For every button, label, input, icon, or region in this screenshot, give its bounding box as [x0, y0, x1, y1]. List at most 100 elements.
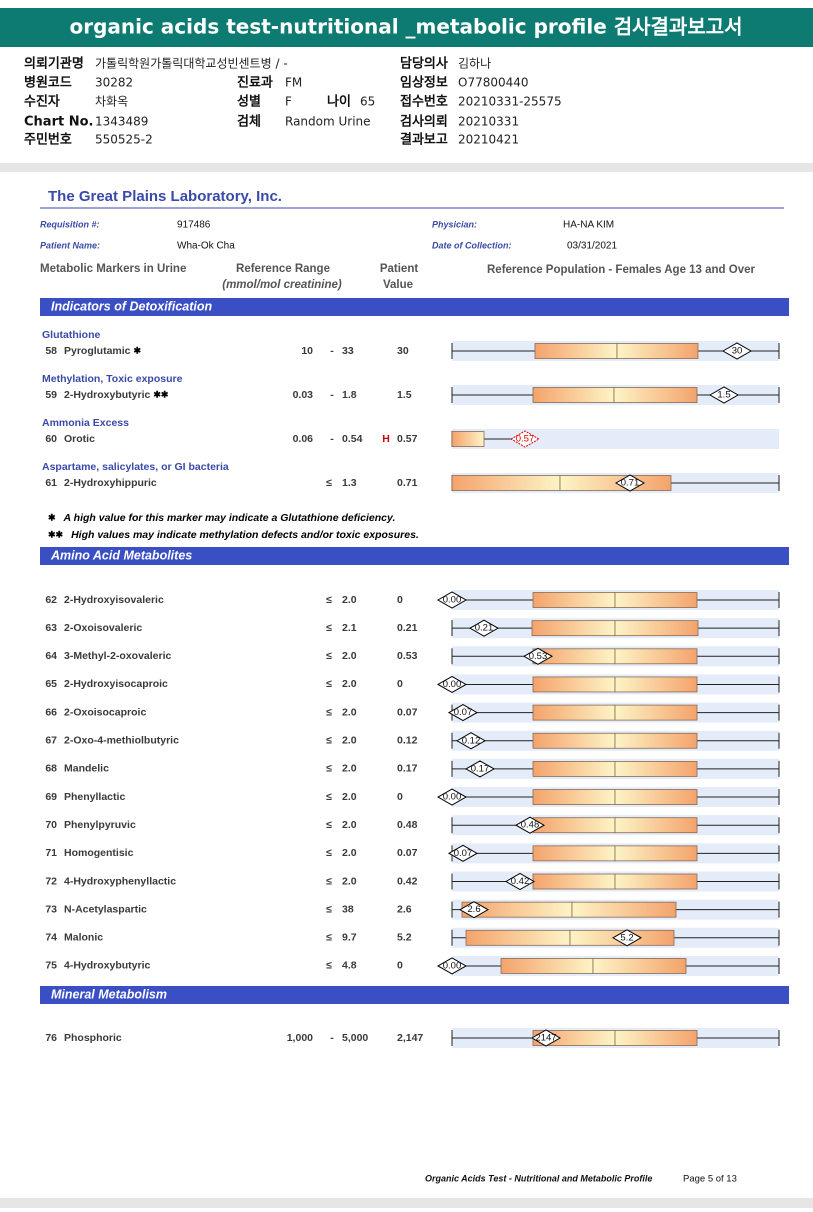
- gauge-box: [465, 929, 571, 946]
- marker-name: 4-Hydroxyphenyllactic: [64, 875, 176, 887]
- gauge-band: [452, 429, 779, 449]
- footnote-mark: ✱: [48, 512, 56, 522]
- row-number: 64: [45, 650, 57, 662]
- diamond-label: 0.00: [443, 960, 462, 971]
- patient-value: 2.6: [397, 903, 412, 915]
- diamond-label: 0.42: [511, 876, 530, 887]
- range-sep: ≤: [326, 594, 332, 606]
- range-sep: ≤: [326, 477, 332, 489]
- gauge-box: [532, 873, 616, 890]
- row-number: 75: [45, 960, 57, 972]
- group-title: Aspartame, salicylates, or GI bacteria: [42, 461, 229, 473]
- info-value: 550525-2: [95, 133, 153, 147]
- info-value: O77800440: [458, 76, 529, 90]
- range-high: 0.54: [342, 433, 363, 445]
- range-high: 1.8: [342, 389, 357, 401]
- info-value: 65: [360, 95, 375, 109]
- gauge-box: [614, 1030, 698, 1046]
- gauge-box: [532, 789, 616, 805]
- gauge-box: [614, 676, 698, 693]
- row-number: 63: [45, 622, 57, 634]
- range-low: 0.06: [293, 433, 314, 445]
- flag: H: [382, 433, 390, 445]
- info-label: Chart No.: [24, 115, 93, 130]
- field-label: Date of Collection:: [432, 240, 512, 250]
- gauge-box: [614, 592, 698, 608]
- diamond-label: 1.5: [717, 390, 730, 401]
- info-value: 1343489: [95, 115, 148, 129]
- value-diamond: [436, 788, 468, 806]
- range-high: 2.0: [342, 763, 357, 775]
- marker-name: Mandelic: [64, 763, 109, 775]
- value-diamond: [522, 647, 554, 665]
- diamond-label: 0.17: [471, 763, 490, 774]
- field-label: Physician:: [432, 219, 477, 229]
- row-number: 66: [45, 706, 57, 718]
- patient-value: 0: [397, 678, 403, 690]
- info-label: 의뢰기관명: [24, 56, 84, 72]
- info-value: 20210331-25575: [458, 95, 562, 109]
- marker-name: Homogentisic: [64, 847, 134, 859]
- row-number: 68: [45, 763, 57, 775]
- value-diamond: [530, 1029, 562, 1047]
- value-diamond: [436, 675, 468, 694]
- range-high: 2.0: [342, 678, 357, 690]
- gauge-box: [534, 343, 618, 359]
- gauge-box: [614, 789, 698, 805]
- bottom-band: [0, 1198, 813, 1208]
- info-value: 가톨릭학원가톨릭대학교성빈센트병 / -: [95, 57, 288, 71]
- value-diamond: [464, 760, 496, 778]
- marker-name: Malonic: [64, 932, 103, 944]
- info-label: 진료과: [237, 75, 273, 91]
- marker-name: 2-Oxoisocaproic: [64, 706, 146, 718]
- range-sep: ≤: [326, 819, 332, 831]
- marker-name: N-Acetylaspartic: [64, 903, 147, 915]
- row-number: 76: [45, 1032, 57, 1044]
- field-value: HA-NA KIM: [563, 220, 614, 231]
- section-bar: [40, 298, 789, 316]
- patient-value: 0.21: [397, 622, 418, 634]
- group-title: Methylation, Toxic exposure: [42, 373, 183, 385]
- value-diamond: [611, 929, 643, 947]
- marker-name: 2-Hydroxyhippuric: [64, 477, 157, 489]
- patient-value: 0.07: [397, 847, 418, 859]
- info-label: 나이: [327, 94, 351, 110]
- row-number: 62: [45, 594, 57, 606]
- value-diamond: [514, 816, 546, 834]
- footnote-mark: ✱✱: [153, 389, 169, 399]
- patient-value: 0.57: [397, 433, 418, 445]
- marker-name: Phenyllactic: [64, 791, 125, 803]
- info-label: 수진자: [24, 94, 60, 110]
- diamond-label: 5.2: [620, 932, 633, 943]
- group-title: Ammonia Excess: [42, 417, 129, 429]
- marker-name: 2-Hydroxyisovaleric: [64, 594, 164, 606]
- info-label: 결과보고: [400, 132, 448, 148]
- gauge-box: [532, 387, 615, 403]
- field-label: Requisition #:: [40, 219, 100, 229]
- value-diamond: [614, 474, 646, 492]
- patient-value: 0: [397, 791, 403, 803]
- footer-page: Page 5 of 13: [683, 1174, 737, 1185]
- patient-value: 0.17: [397, 763, 418, 775]
- marker-name: Phosphoric: [64, 1032, 122, 1044]
- marker-name: Phenylpyruvic: [64, 819, 136, 831]
- field-value: 03/31/2021: [567, 241, 617, 252]
- diamond-label: 2147: [535, 1033, 556, 1044]
- value-diamond: [458, 901, 490, 919]
- range-high: 2.0: [342, 650, 357, 662]
- marker-name: 2-Oxoisovaleric: [64, 622, 142, 634]
- marker-name: 2-Oxo-4-methiolbutyric: [64, 735, 179, 747]
- info-label: 임상정보: [400, 75, 448, 91]
- range-sep: ≤: [326, 903, 332, 915]
- title: organic acids test-nutritional _metaboli…: [69, 15, 742, 39]
- diamond-label: 0.21: [475, 623, 494, 634]
- gauge-box: [614, 845, 698, 862]
- range-sep: ≤: [326, 735, 332, 747]
- info-label: 주민번호: [24, 132, 72, 148]
- gauge-box: [532, 704, 616, 721]
- footnote-text: High values may indicate methylation def…: [71, 529, 419, 541]
- value-diamond: [447, 844, 479, 862]
- gauge-box: [571, 901, 677, 918]
- gauge-box: [500, 958, 594, 974]
